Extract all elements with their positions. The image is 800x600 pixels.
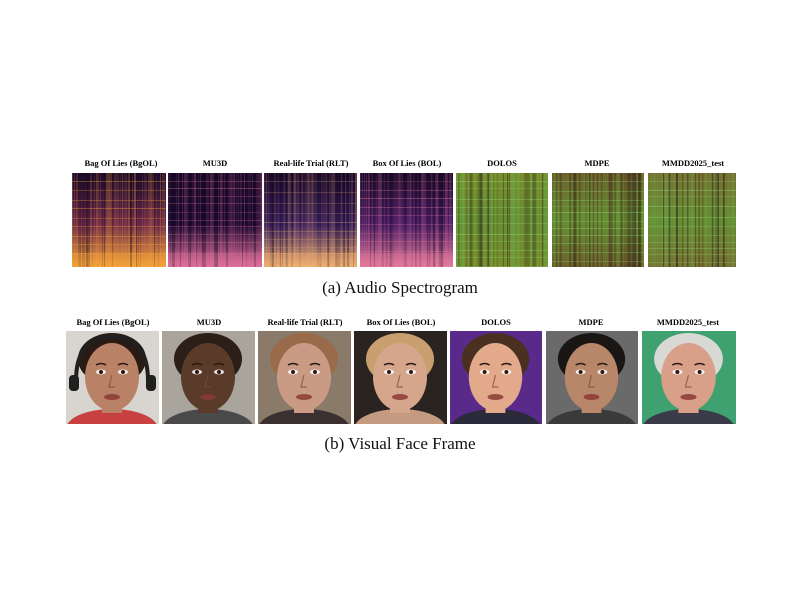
face-image <box>258 331 351 424</box>
spectrogram-tile <box>456 173 548 267</box>
face-image <box>450 331 542 424</box>
spectrogram-image <box>168 173 262 267</box>
face-frame-tile <box>66 331 159 424</box>
face-label-bgol: Bag Of Lies (BgOL) <box>76 317 150 327</box>
face-frame-tile <box>546 331 638 424</box>
spectrogram-image <box>360 173 453 267</box>
audio-label-rlt: Real-life Trial (RLT) <box>273 158 349 168</box>
face-label-rlt: Real-life Trial (RLT) <box>267 317 343 327</box>
face-caption: (b) Visual Face Frame <box>324 434 476 453</box>
face-image <box>162 331 255 424</box>
audio-label-bgol: Bag Of Lies (BgOL) <box>84 158 158 168</box>
face-label-mmdd2025: MMDD2025_test <box>656 317 720 327</box>
spectrogram-tile <box>360 173 453 267</box>
face-frame-tile <box>354 331 447 424</box>
spectrogram-tile <box>552 173 644 267</box>
face-label-dolos: DOLOS <box>481 317 511 327</box>
spectrogram-tile <box>168 173 262 267</box>
spectrogram-tile <box>264 173 357 267</box>
face-frame-tile <box>642 331 736 424</box>
audio-caption: (a) Audio Spectrogram <box>322 278 478 297</box>
face-frame-tile <box>258 331 351 424</box>
audio-label-mmdd2025: MMDD2025_test <box>661 158 725 168</box>
spectrogram-image <box>456 173 548 267</box>
face-image <box>546 331 638 424</box>
spectrogram-tile <box>72 173 166 267</box>
spectrogram-image <box>264 173 357 267</box>
face-label-bol: Box Of Lies (BOL) <box>366 317 436 327</box>
audio-label-mdpe: MDPE <box>584 158 610 168</box>
audio-label-dolos: DOLOS <box>487 158 517 168</box>
spectrogram-image <box>552 173 644 267</box>
face-image <box>66 331 159 424</box>
face-image <box>642 331 736 424</box>
face-image <box>354 331 447 424</box>
spectrogram-image <box>648 173 736 267</box>
spectrogram-image <box>72 173 166 267</box>
face-label-mu3d: MU3D <box>196 317 222 327</box>
audio-label-bol: Box Of Lies (BOL) <box>372 158 442 168</box>
face-frame-tile <box>162 331 255 424</box>
spectrogram-tile <box>648 173 736 267</box>
face-frame-tile <box>450 331 542 424</box>
face-label-mdpe: MDPE <box>578 317 604 327</box>
audio-label-mu3d: MU3D <box>202 158 228 168</box>
